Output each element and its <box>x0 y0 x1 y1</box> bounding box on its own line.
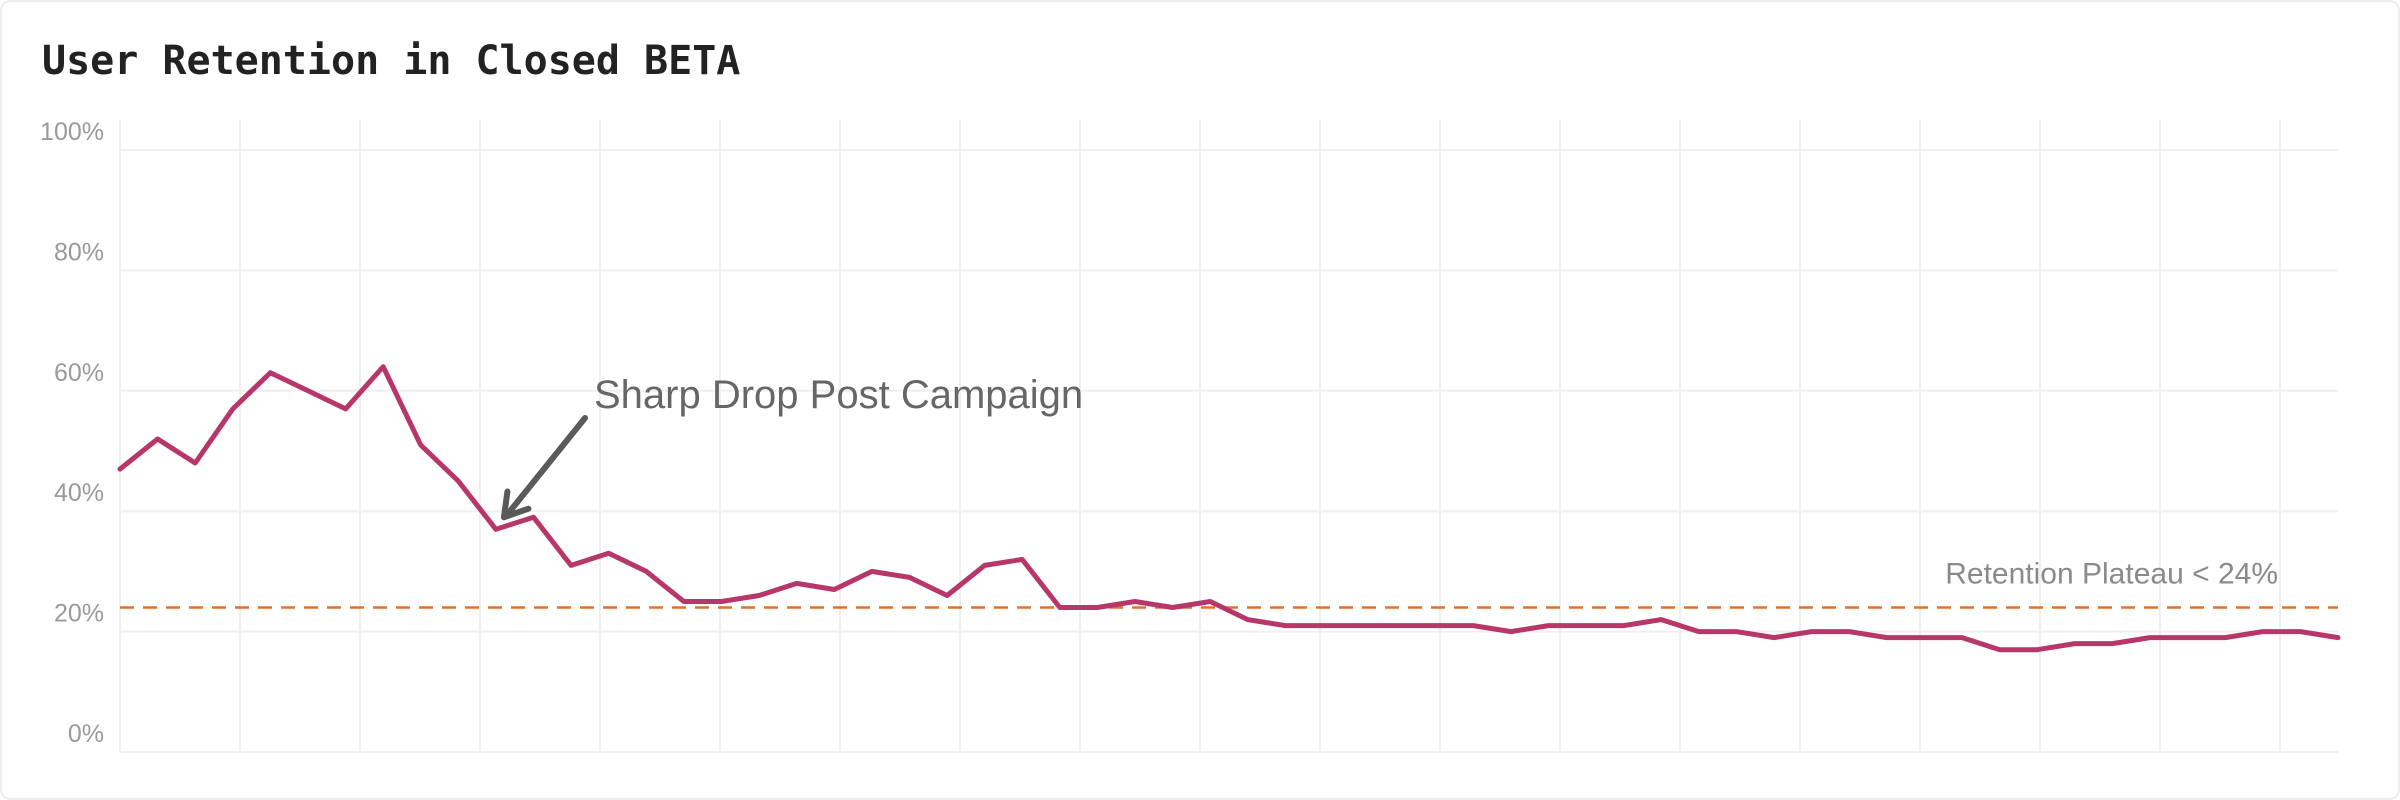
y-tick-label: 60% <box>54 359 104 387</box>
annotation-group: Sharp Drop Post Campaign <box>500 373 1083 521</box>
y-axis: 0% 20% 40% 60% 80% 100% <box>40 118 104 748</box>
retention-line <box>117 364 2341 653</box>
y-tick-label: 0% <box>68 720 104 748</box>
y-tick-label: 40% <box>54 479 104 507</box>
y-tick-label: 20% <box>54 600 104 628</box>
reference-line-group: Retention Plateau < 24% <box>120 558 2338 609</box>
grid <box>119 120 2338 753</box>
y-tick-label: 100% <box>40 118 104 146</box>
annotation-label: Sharp Drop Post Campaign <box>594 373 1083 417</box>
plateau-label: Retention Plateau < 24% <box>1945 558 2278 591</box>
retention-series <box>117 364 2341 653</box>
y-tick-label: 80% <box>54 238 104 266</box>
annotation-arrow-head <box>500 488 532 521</box>
chart-title: User Retention in Closed BETA <box>42 38 741 84</box>
annotation-arrow-shaft <box>506 415 588 515</box>
